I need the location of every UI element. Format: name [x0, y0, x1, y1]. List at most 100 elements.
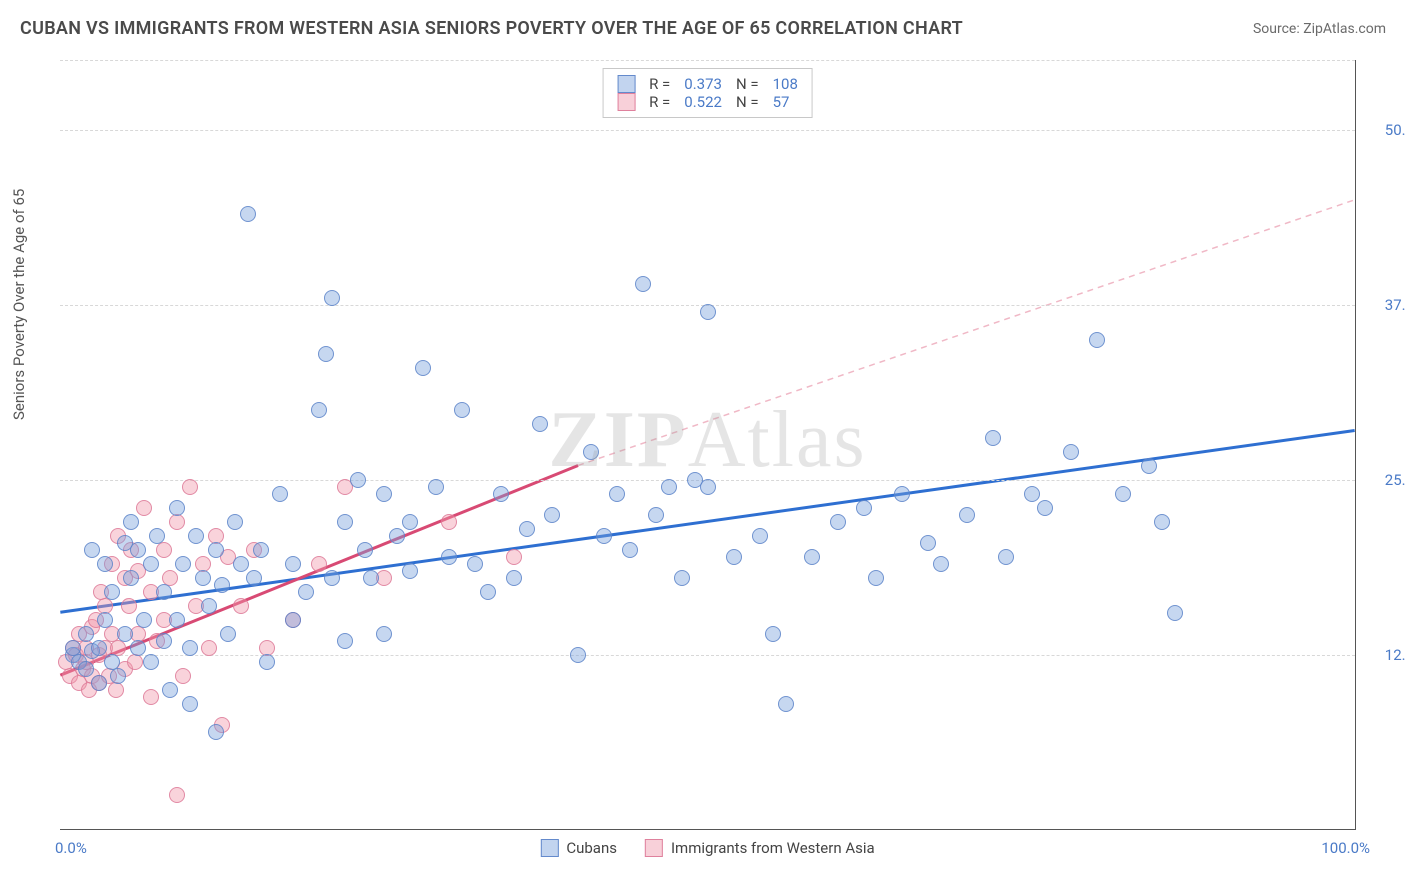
data-point	[324, 570, 340, 586]
data-point	[201, 598, 217, 614]
data-point	[583, 444, 599, 460]
swatch-cubans	[617, 75, 635, 93]
data-point	[622, 542, 638, 558]
data-point	[182, 479, 198, 495]
data-point	[570, 647, 586, 663]
data-point	[182, 640, 198, 656]
r-value-b: 0.522	[684, 93, 722, 111]
swatch-cubans-icon	[540, 839, 558, 857]
data-point	[856, 500, 872, 516]
data-point	[726, 549, 742, 565]
data-point	[91, 675, 107, 691]
data-point	[259, 654, 275, 670]
data-point	[143, 556, 159, 572]
data-point	[208, 724, 224, 740]
data-point	[156, 633, 172, 649]
data-point	[532, 416, 548, 432]
swatch-western-asia-icon	[645, 839, 663, 857]
data-point	[246, 570, 262, 586]
data-point	[1037, 500, 1053, 516]
data-point	[700, 304, 716, 320]
data-point	[920, 535, 936, 551]
data-point	[97, 556, 113, 572]
data-point	[311, 556, 327, 572]
data-point	[467, 556, 483, 572]
data-point	[415, 360, 431, 376]
data-point	[285, 556, 301, 572]
data-point	[169, 612, 185, 628]
n-label: N =	[736, 93, 759, 111]
data-point	[357, 542, 373, 558]
watermark-rest: Atlas	[688, 395, 867, 483]
data-point	[175, 668, 191, 684]
y-tick-label: 25.0%	[1365, 471, 1406, 489]
data-point	[998, 549, 1014, 565]
data-point	[778, 696, 794, 712]
plot-area: ZIPAtlas R = 0.373 N = 108 R = 0.522 N =…	[60, 60, 1356, 830]
data-point	[208, 542, 224, 558]
data-point	[700, 479, 716, 495]
data-point	[428, 479, 444, 495]
legend-label-b: Immigrants from Western Asia	[671, 839, 875, 857]
data-point	[1115, 486, 1131, 502]
grid-line	[60, 60, 1355, 61]
data-point	[933, 556, 949, 572]
data-point	[804, 549, 820, 565]
data-point	[97, 612, 113, 628]
y-axis-label: Seniors Poverty Over the Age of 65	[10, 189, 28, 420]
data-point	[402, 514, 418, 530]
data-point	[830, 514, 846, 530]
data-point	[544, 507, 560, 523]
data-point	[596, 528, 612, 544]
data-point	[1063, 444, 1079, 460]
watermark-bold: ZIP	[548, 395, 687, 483]
series-legend: Cubans Immigrants from Western Asia	[540, 839, 874, 857]
data-point	[868, 570, 884, 586]
swatch-western-asia	[617, 93, 635, 111]
data-point	[220, 626, 236, 642]
data-point	[1167, 605, 1183, 621]
data-point	[959, 507, 975, 523]
data-point	[985, 430, 1001, 446]
data-point	[110, 668, 126, 684]
data-point	[635, 276, 651, 292]
data-point	[136, 500, 152, 516]
data-point	[108, 682, 124, 698]
data-point	[609, 486, 625, 502]
data-point	[84, 542, 100, 558]
data-point	[78, 626, 94, 642]
data-point	[337, 633, 353, 649]
data-point	[674, 570, 690, 586]
data-point	[661, 479, 677, 495]
data-point	[130, 640, 146, 656]
data-point	[143, 654, 159, 670]
n-value-b: 57	[773, 93, 790, 111]
n-label: N =	[736, 75, 759, 93]
legend-label-a: Cubans	[566, 839, 617, 857]
data-point	[441, 514, 457, 530]
data-point	[253, 542, 269, 558]
data-point	[648, 507, 664, 523]
x-tick-min: 0.0%	[55, 839, 87, 857]
source-label: Source: ZipAtlas.com	[1253, 21, 1386, 37]
data-point	[136, 612, 152, 628]
data-point	[506, 570, 522, 586]
data-point	[402, 563, 418, 579]
data-point	[156, 542, 172, 558]
data-point	[389, 528, 405, 544]
chart-title: CUBAN VS IMMIGRANTS FROM WESTERN ASIA SE…	[20, 18, 963, 39]
data-point	[311, 402, 327, 418]
data-point	[78, 661, 94, 677]
r-value-a: 0.373	[684, 75, 722, 93]
data-point	[1154, 514, 1170, 530]
x-tick-max: 100.0%	[1321, 839, 1370, 857]
data-point	[285, 612, 301, 628]
data-point	[454, 402, 470, 418]
data-point	[233, 556, 249, 572]
data-point	[123, 570, 139, 586]
data-point	[233, 598, 249, 614]
data-point	[117, 626, 133, 642]
data-point	[363, 570, 379, 586]
correlation-legend: R = 0.373 N = 108 R = 0.522 N = 57	[602, 68, 813, 118]
y-tick-label: 12.5%	[1365, 646, 1406, 664]
